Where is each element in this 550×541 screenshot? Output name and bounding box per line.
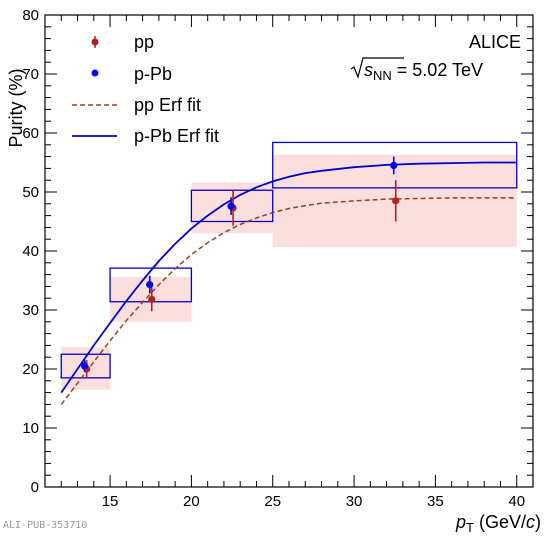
x-tick-label: 40 <box>508 493 525 510</box>
pp-fit-curve <box>60 197 517 405</box>
ppb-systematic-box <box>190 189 274 223</box>
y-tick-label: 0 <box>31 479 39 496</box>
y-tick-label: 20 <box>22 361 39 378</box>
x-axis-title-main: p <box>455 512 466 532</box>
y-axis-title: Purity (%) <box>6 68 26 147</box>
x-axis-title: pT (GeV/c) <box>455 512 541 535</box>
energy-sqrt-var: s <box>364 60 373 80</box>
x-tick-label: 25 <box>264 493 281 510</box>
pp-data-point <box>148 295 156 303</box>
experiment-label: ALICE <box>469 32 521 52</box>
pp-data-point <box>392 197 400 205</box>
ppb-systematic-box <box>272 141 518 189</box>
legend-pp-fit-label: pp Erf fit <box>134 95 201 115</box>
energy-value: = 5.02 TeV <box>392 60 483 80</box>
y-tick-label: 70 <box>22 66 39 83</box>
x-tick-label: 15 <box>102 493 119 510</box>
y-tick-label: 60 <box>22 125 39 142</box>
legend: pp p-Pb pp Erf fit p-Pb Erf fit <box>72 32 219 146</box>
svg-text:sNN = 5.02 TeV: sNN = 5.02 TeV <box>364 60 483 83</box>
y-tick-label: 50 <box>22 184 39 201</box>
x-tick-label: 35 <box>427 493 444 510</box>
ppb-systematic-box <box>60 353 111 379</box>
systematic-boxes <box>60 141 518 390</box>
publication-id: ALI-PUB-353710 <box>3 520 87 531</box>
x-axis-title-unit-post: ) <box>535 512 541 532</box>
sqrt-sign-icon <box>350 57 404 79</box>
x-axis-title-sub: T <box>466 520 474 535</box>
y-tick-label: 80 <box>22 7 39 24</box>
legend-ppb-label: p-Pb <box>134 64 172 84</box>
legend-pp-marker <box>91 38 99 46</box>
ppb-data-point <box>390 161 398 170</box>
ppb-data-point <box>81 362 89 370</box>
legend-pp-label: pp <box>134 32 154 52</box>
y-tick-label: 40 <box>22 243 39 260</box>
x-axis-title-unit-pre: (GeV/ <box>474 512 526 532</box>
ppb-data-point <box>227 202 235 210</box>
data-points <box>81 156 400 378</box>
y-tick-label: 10 <box>22 420 39 437</box>
axis-ticks: 0 10 20 30 40 50 60 70 80 15 20 25 30 35 40 <box>22 7 534 510</box>
x-tick-label: 20 <box>183 493 200 510</box>
ppb-data-point <box>146 281 154 289</box>
legend-ppb-marker <box>91 69 99 77</box>
energy-sqrt-sub: NN <box>373 68 392 83</box>
energy-label: sNN = 5.02 TeV <box>350 57 483 83</box>
legend-ppb-fit-label: p-Pb Erf fit <box>134 126 219 146</box>
x-tick-label: 30 <box>346 493 363 510</box>
plot-frame <box>44 14 534 488</box>
x-axis-title-unit-italic: c <box>526 512 535 532</box>
y-tick-label: 30 <box>22 302 39 319</box>
